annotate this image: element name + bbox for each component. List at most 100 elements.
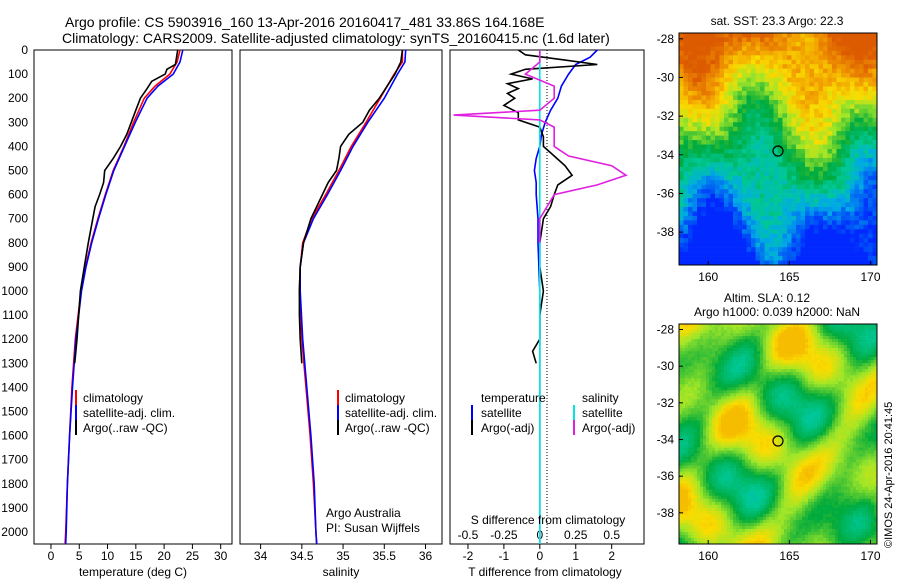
- map-cell: [748, 423, 751, 426]
- map-cell: [850, 402, 853, 405]
- map-cell: [694, 357, 697, 360]
- map-cell: [715, 158, 720, 163]
- map-cell: [781, 414, 784, 417]
- map-cell: [796, 432, 799, 435]
- map-cell: [769, 372, 772, 375]
- map-cell: [799, 411, 802, 414]
- map-cell: [724, 375, 727, 378]
- map-cell: [787, 69, 792, 74]
- map-cell: [817, 357, 820, 360]
- map-cell: [805, 113, 810, 118]
- map-cell: [832, 55, 837, 60]
- map-cell: [790, 439, 793, 442]
- map-cell: [838, 436, 841, 439]
- map-cell: [748, 369, 751, 372]
- map-cell: [715, 256, 720, 261]
- map-cell: [747, 171, 752, 176]
- map-cell: [733, 366, 736, 369]
- map-cell: [832, 220, 837, 225]
- map-cell: [757, 342, 760, 345]
- map-cell: [706, 345, 709, 348]
- map-cell: [781, 348, 784, 351]
- map-cell: [865, 384, 868, 387]
- sst-map-field: [679, 33, 877, 265]
- map-cell: [757, 417, 760, 420]
- map-cell: [805, 33, 810, 38]
- map-cell: [819, 131, 824, 136]
- map-cell: [763, 369, 766, 372]
- map-cell: [706, 363, 709, 366]
- map-cell: [837, 247, 842, 252]
- map-cell: [775, 387, 778, 390]
- map-cell: [733, 171, 738, 176]
- map-cell: [811, 417, 814, 420]
- map-cell: [718, 363, 721, 366]
- map-cell: [837, 78, 842, 83]
- map-cell: [871, 369, 874, 372]
- map-cell: [865, 345, 868, 348]
- map-cell: [841, 339, 844, 342]
- map-cell: [697, 238, 702, 243]
- map-cell: [823, 336, 826, 339]
- map-cell: [832, 357, 835, 360]
- map-cell: [715, 42, 720, 47]
- map-cell: [772, 381, 775, 384]
- map-cell: [801, 180, 806, 185]
- map-cell: [721, 369, 724, 372]
- map-cell: [691, 327, 694, 330]
- map-cell: [706, 82, 711, 87]
- map-cell: [810, 73, 815, 78]
- map-cell: [819, 185, 824, 190]
- map-cell: [730, 378, 733, 381]
- map-cell: [793, 408, 796, 411]
- map-cell: [718, 369, 721, 372]
- map-cell: [850, 399, 853, 402]
- map-cell: [769, 247, 774, 252]
- map-cell: [765, 194, 770, 199]
- map-cell: [769, 64, 774, 69]
- map-cell: [778, 176, 783, 181]
- map-cell: [801, 216, 806, 221]
- map-cell: [856, 333, 859, 336]
- map-cell: [742, 234, 747, 239]
- map-cell: [727, 330, 730, 333]
- map-cell: [846, 95, 851, 100]
- map-cell: [697, 348, 700, 351]
- map-cell: [747, 243, 752, 248]
- map-cell: [846, 33, 851, 38]
- map-cell: [720, 252, 725, 257]
- map-cell: [823, 122, 828, 127]
- map-cell: [871, 354, 874, 357]
- map-cell: [847, 369, 850, 372]
- map-cell: [796, 393, 799, 396]
- map-cell: [769, 426, 772, 429]
- map-cell: [754, 351, 757, 354]
- map-cell: [760, 60, 765, 65]
- map-cell: [844, 396, 847, 399]
- map-cell: [715, 393, 718, 396]
- map-cell: [820, 384, 823, 387]
- map-cell: [720, 167, 725, 172]
- map-cell: [801, 229, 806, 234]
- map-cell: [679, 69, 684, 74]
- map-cell: [742, 342, 745, 345]
- map-cell: [820, 381, 823, 384]
- map-cell: [724, 339, 727, 342]
- map-cell: [859, 411, 862, 414]
- map-cell: [709, 411, 712, 414]
- map-cell: [748, 399, 751, 402]
- map-cell: [693, 118, 698, 123]
- map-cell: [837, 149, 842, 154]
- map-cell: [711, 95, 716, 100]
- map-cell: [760, 345, 763, 348]
- map-cell: [792, 55, 797, 60]
- map-cell: [757, 330, 760, 333]
- map-cell: [742, 252, 747, 257]
- map-cell: [828, 171, 833, 176]
- map-cell: [706, 339, 709, 342]
- map-cell: [730, 339, 733, 342]
- map-cell: [697, 252, 702, 257]
- map-cell: [702, 33, 707, 38]
- map-cell: [826, 369, 829, 372]
- map-cell: [828, 229, 833, 234]
